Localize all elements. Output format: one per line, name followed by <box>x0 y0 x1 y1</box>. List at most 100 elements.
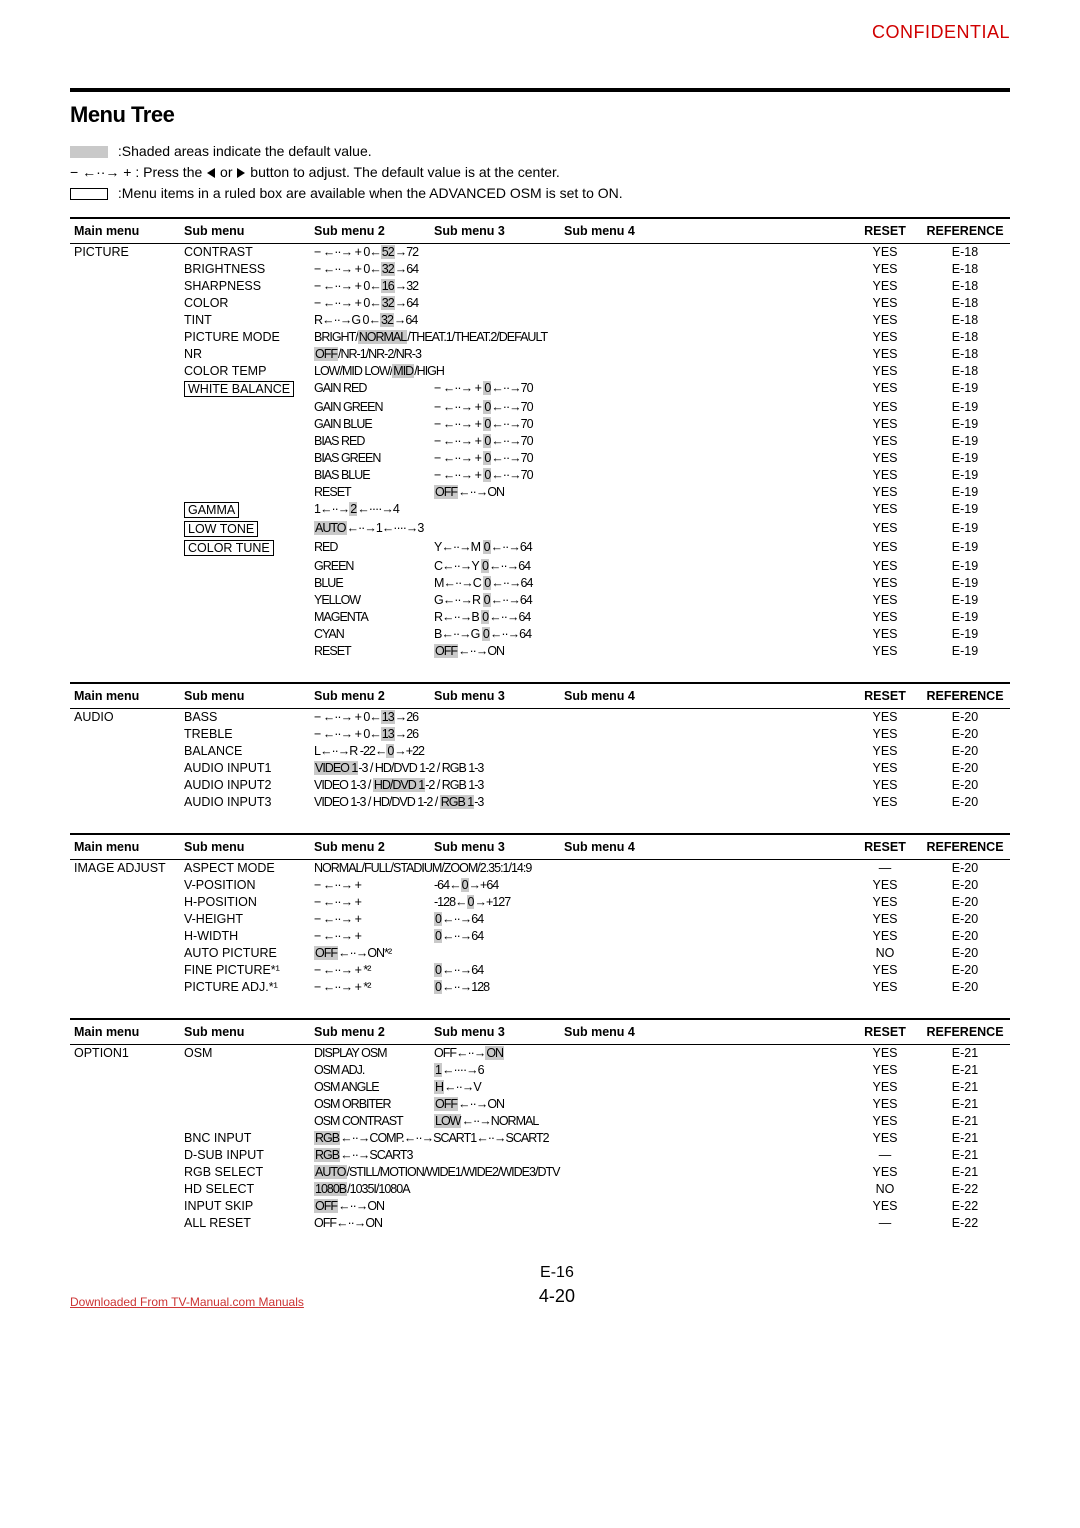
cell-ref: E-20 <box>920 708 1010 726</box>
cell-ref: E-20 <box>920 743 1010 760</box>
cell-s3: 0←··→64 <box>430 962 850 979</box>
cell-main <box>70 743 180 760</box>
col-header-s3: Sub menu 3 <box>430 218 560 244</box>
cell-sub: AUDIO INPUT3 <box>180 794 310 811</box>
cell-s3: H←··→V <box>430 1079 850 1096</box>
cell-s2: CYAN <box>310 626 430 643</box>
col-header-sub: Sub menu <box>180 683 310 709</box>
cell-ref: E-21 <box>920 1062 1010 1079</box>
cell-s3: OFF←··→ON <box>430 1096 850 1113</box>
cell-ref: E-19 <box>920 450 1010 467</box>
cell-ref: E-22 <box>920 1215 1010 1232</box>
cell-s2: OFF←··→ON*² <box>310 945 850 962</box>
cell-reset: — <box>850 1147 920 1164</box>
cell-s2: GAIN BLUE <box>310 416 430 433</box>
cell-main: AUDIO <box>70 708 180 726</box>
cell-s2: − ←··→ + 0←32→64 <box>310 261 850 278</box>
cell-reset: NO <box>850 1181 920 1198</box>
cell-reset: YES <box>850 363 920 380</box>
cell-s2: BLUE <box>310 575 430 592</box>
cell-ref: E-20 <box>920 962 1010 979</box>
cell-reset: YES <box>850 380 920 399</box>
cell-sub: V-POSITION <box>180 877 310 894</box>
cell-ref: E-18 <box>920 243 1010 261</box>
table-row: RESETOFF←··→ONYESE-19 <box>70 484 1010 501</box>
col-header-s3: Sub menu 3 <box>430 834 560 860</box>
cell-s2: NORMAL/FULL/STADIUM/ZOOM/2.35:1/14:9 <box>310 859 850 877</box>
cell-s2: − ←··→ + *² <box>310 962 430 979</box>
cell-main: IMAGE ADJUST <box>70 859 180 877</box>
cell-s2: OSM CONTRAST <box>310 1113 430 1130</box>
cell-s2: − ←··→ + 0←13→26 <box>310 726 850 743</box>
table-row: AUDIO INPUT2VIDEO 1-3 / HD/DVD 1-2 / RGB… <box>70 777 1010 794</box>
cell-ref: E-20 <box>920 859 1010 877</box>
cell-ref: E-19 <box>920 484 1010 501</box>
cell-sub: COLOR <box>180 295 310 312</box>
cell-s2: − ←··→ + <box>310 894 430 911</box>
cell-s2: BIAS RED <box>310 433 430 450</box>
cell-s2: RGB←··→COMP.←··→SCART1←··→SCART2 <box>310 1130 850 1147</box>
table-row: COLOR TUNEREDY←··→M 0←··→64YESE-19 <box>70 539 1010 558</box>
table-row: OSM ANGLEH←··→VYESE-21 <box>70 1079 1010 1096</box>
cell-reset: YES <box>850 1062 920 1079</box>
cell-main <box>70 312 180 329</box>
table-row: D-SUB INPUTRGB←··→SCART3—E-21 <box>70 1147 1010 1164</box>
cell-sub: BALANCE <box>180 743 310 760</box>
col-header-sub: Sub menu <box>180 1019 310 1045</box>
cell-s2: OFF/NR-1/NR-2/NR-3 <box>310 346 850 363</box>
cell-s2: BRIGHT/NORMAL/THEAT.1/THEAT.2/DEFAULT <box>310 329 850 346</box>
cell-main <box>70 501 180 520</box>
cell-ref: E-19 <box>920 539 1010 558</box>
cell-ref: E-19 <box>920 575 1010 592</box>
cell-sub: V-HEIGHT <box>180 911 310 928</box>
cell-reset: YES <box>850 911 920 928</box>
confidential-stamp: CONFIDENTIAL <box>872 22 1010 43</box>
cell-ref: E-20 <box>920 928 1010 945</box>
table-row: OPTION1OSMDISPLAY OSMOFF←··→ONYESE-21 <box>70 1044 1010 1062</box>
cell-s3: OFF←··→ON <box>430 1044 850 1062</box>
cell-ref: E-20 <box>920 945 1010 962</box>
cell-s2: 1080B/1035I/1080A <box>310 1181 850 1198</box>
cell-sub <box>180 592 310 609</box>
table-row: BRIGHTNESS− ←··→ + 0←32→64YESE-18 <box>70 261 1010 278</box>
cell-ref: E-22 <box>920 1181 1010 1198</box>
menu-table: Main menuSub menuSub menu 2Sub menu 3Sub… <box>70 217 1010 660</box>
cell-sub: INPUT SKIP <box>180 1198 310 1215</box>
cell-ref: E-18 <box>920 329 1010 346</box>
cell-s3: -128←0→+127 <box>430 894 850 911</box>
download-link[interactable]: Downloaded From TV-Manual.com Manuals <box>70 1295 304 1309</box>
cell-main <box>70 794 180 811</box>
cell-sub <box>180 1113 310 1130</box>
cell-sub <box>180 399 310 416</box>
cell-reset: YES <box>850 894 920 911</box>
cell-s2: RGB←··→SCART3 <box>310 1147 850 1164</box>
cell-reset: YES <box>850 520 920 539</box>
col-header-main: Main menu <box>70 218 180 244</box>
cell-ref: E-18 <box>920 363 1010 380</box>
cell-reset: NO <box>850 945 920 962</box>
col-header-s2: Sub menu 2 <box>310 683 430 709</box>
cell-s2: L←··→R -22←0→+22 <box>310 743 850 760</box>
table-row: GAIN BLUE− ←··→ + 0←··→70YESE-19 <box>70 416 1010 433</box>
table-row: TINTR←··→G 0←32→64YESE-18 <box>70 312 1010 329</box>
table-row: LOW TONEAUTO←··→1←····→3YESE-19 <box>70 520 1010 539</box>
col-header-ref: REFERENCE <box>920 683 1010 709</box>
cell-main <box>70 726 180 743</box>
cell-main <box>70 894 180 911</box>
table-row: PICTURE MODEBRIGHT/NORMAL/THEAT.1/THEAT.… <box>70 329 1010 346</box>
legend-block: :Shaded areas indicate the default value… <box>70 142 1010 203</box>
boxed-item: LOW TONE <box>184 521 258 537</box>
table-row: OSM ORBITEROFF←··→ONYESE-21 <box>70 1096 1010 1113</box>
cell-ref: E-19 <box>920 626 1010 643</box>
cell-s3: B←··→G 0←··→64 <box>430 626 850 643</box>
menu-table: Main menuSub menuSub menu 2Sub menu 3Sub… <box>70 1018 1010 1232</box>
cell-sub: AUTO PICTURE <box>180 945 310 962</box>
cell-s3: R←··→B 0←··→64 <box>430 609 850 626</box>
cell-main <box>70 278 180 295</box>
cell-s3: 0←··→64 <box>430 911 850 928</box>
cell-ref: E-18 <box>920 346 1010 363</box>
cell-ref: E-21 <box>920 1130 1010 1147</box>
cell-sub: NR <box>180 346 310 363</box>
cell-reset: YES <box>850 329 920 346</box>
table-row: GREENC←··→Y 0←··→64YESE-19 <box>70 558 1010 575</box>
